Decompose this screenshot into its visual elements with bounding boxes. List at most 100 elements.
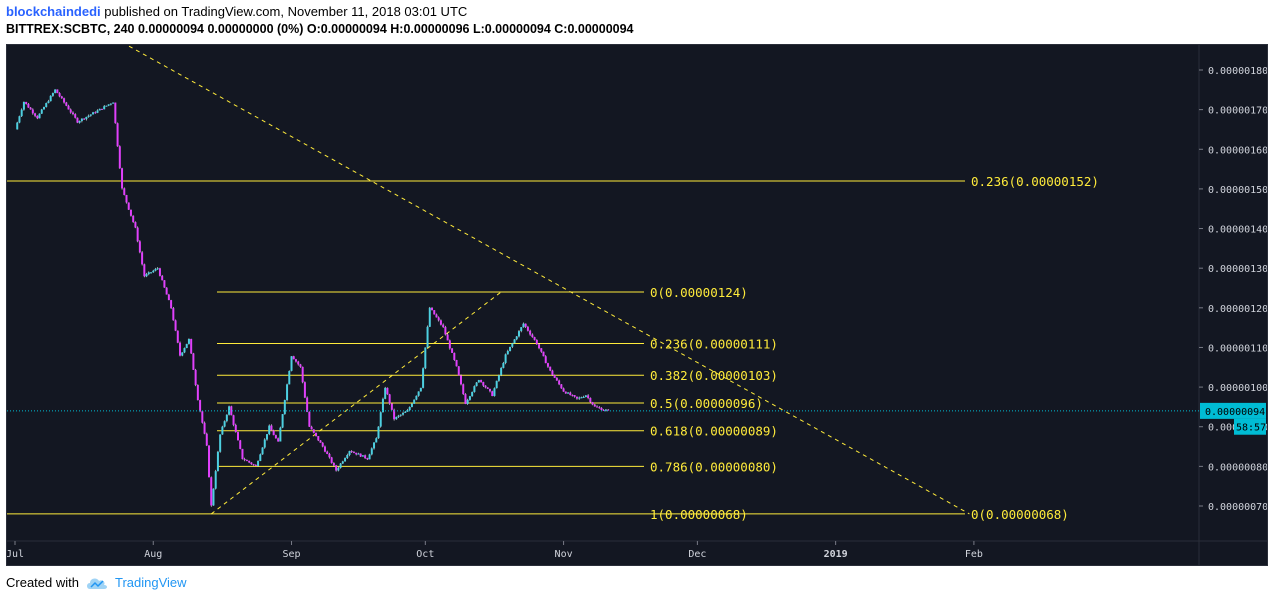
candle-body	[270, 425, 273, 431]
candle-body	[513, 339, 516, 344]
y-tick-label: 0.00000140	[1208, 225, 1267, 236]
candles	[16, 89, 610, 507]
candle-body	[45, 103, 48, 108]
trendlines[interactable]	[122, 45, 970, 515]
y-tick-label: 0.00000180	[1208, 66, 1267, 77]
fib-retracement[interactable]: 0.236(0.00000152) 0(0.00000124) 0.236(0.00…	[7, 174, 1099, 522]
candle-body	[573, 395, 576, 397]
last-price-text: 0.00000094	[1205, 407, 1265, 418]
candle-body	[65, 102, 68, 106]
candle-body	[283, 400, 286, 415]
candle-body	[482, 382, 485, 386]
candle-body	[473, 386, 476, 392]
x-tick-label: Feb	[965, 549, 983, 560]
author-link[interactable]: blockchaindedi	[6, 4, 101, 19]
candle-body	[107, 104, 110, 106]
candle-body	[323, 446, 326, 452]
candle-body	[373, 442, 376, 449]
candle-body	[203, 422, 206, 434]
x-tick-label: Aug	[144, 549, 162, 560]
candle-body	[141, 252, 144, 265]
candle-body	[254, 464, 257, 466]
candle-body	[181, 352, 184, 356]
time-axis[interactable]: Jul Aug Sep Oct Nov Dec 2019 Feb	[7, 541, 983, 560]
candle-body	[241, 448, 244, 460]
candle-body	[607, 409, 610, 411]
candle-body	[179, 342, 182, 356]
candle-body	[223, 421, 226, 427]
candle-body	[161, 275, 164, 281]
candle-body	[259, 454, 262, 461]
candle-body	[524, 323, 527, 327]
x-tick-label: Dec	[688, 549, 706, 560]
candle-body	[549, 366, 552, 371]
candle-body	[598, 407, 601, 409]
candle-body	[63, 98, 66, 103]
candle-body	[265, 434, 268, 440]
candle-body	[129, 209, 132, 216]
trendline[interactable]	[210, 291, 502, 515]
candle-body	[312, 429, 315, 433]
candle-body	[214, 471, 217, 489]
candle-body	[194, 369, 197, 386]
candle-body	[424, 347, 427, 369]
candle-body	[350, 451, 353, 453]
candle-body	[183, 348, 186, 353]
candle-body	[339, 463, 342, 468]
candle-body	[219, 434, 222, 452]
x-tick-label: 2019	[824, 549, 848, 560]
candle-body	[38, 113, 41, 119]
candle-body	[553, 375, 556, 378]
candle-body	[558, 380, 561, 385]
candle-body	[25, 101, 28, 104]
candle-body	[71, 112, 74, 115]
candle-body	[355, 452, 358, 455]
candle-body	[114, 102, 117, 124]
candle-body	[274, 435, 277, 439]
candle-body	[317, 436, 320, 441]
candle-body	[486, 387, 489, 389]
candle-body	[593, 404, 596, 407]
footer: Created with TradingView	[6, 575, 187, 590]
symbol-ohlc-line: BITTREX:SCBTC, 240 0.00000094 0.00000000…	[6, 22, 634, 36]
candle-body	[439, 320, 442, 325]
fib-level-label: 1(0.00000068)	[650, 507, 748, 522]
candle-body	[245, 460, 248, 462]
candle-body	[462, 384, 465, 395]
candle-body	[384, 387, 387, 399]
candle-body	[406, 410, 409, 412]
candle-body	[604, 409, 607, 411]
candle-body	[535, 339, 538, 345]
price-axis[interactable]: 0.00000180 0.00000170 0.00000160 0.00000150…	[1199, 66, 1267, 513]
candle-body	[515, 336, 518, 340]
candle-body	[569, 392, 572, 396]
candle-body	[428, 307, 431, 327]
candle-body	[165, 287, 168, 295]
chart-area[interactable]: 0.236(0.00000152) 0(0.00000124) 0.236(0.00…	[6, 44, 1268, 566]
candle-body	[495, 380, 498, 389]
candle-body	[257, 460, 260, 466]
candle-body	[587, 395, 590, 398]
candle-body	[272, 430, 275, 436]
candle-body	[74, 114, 77, 118]
candle-body	[493, 388, 496, 397]
candle-body	[426, 326, 429, 348]
candle-body	[352, 452, 355, 454]
tradingview-link[interactable]: TradingView	[114, 575, 187, 590]
candle-body	[239, 440, 242, 449]
publish-header: blockchaindedi published on TradingView.…	[6, 4, 467, 19]
candle-body	[442, 324, 445, 328]
candle-body	[451, 348, 454, 353]
candle-body	[332, 463, 335, 466]
candle-body	[346, 454, 349, 459]
candle-body	[49, 95, 52, 102]
candle-body	[18, 116, 21, 123]
candle-body	[56, 89, 59, 94]
trendline[interactable]	[122, 45, 970, 515]
fib-level-label: 0.382(0.00000103)	[650, 368, 778, 383]
candle-body	[96, 110, 99, 113]
candle-body	[29, 107, 32, 110]
candle-body	[196, 385, 199, 401]
candle-body	[484, 385, 487, 388]
candle-body	[344, 458, 347, 462]
